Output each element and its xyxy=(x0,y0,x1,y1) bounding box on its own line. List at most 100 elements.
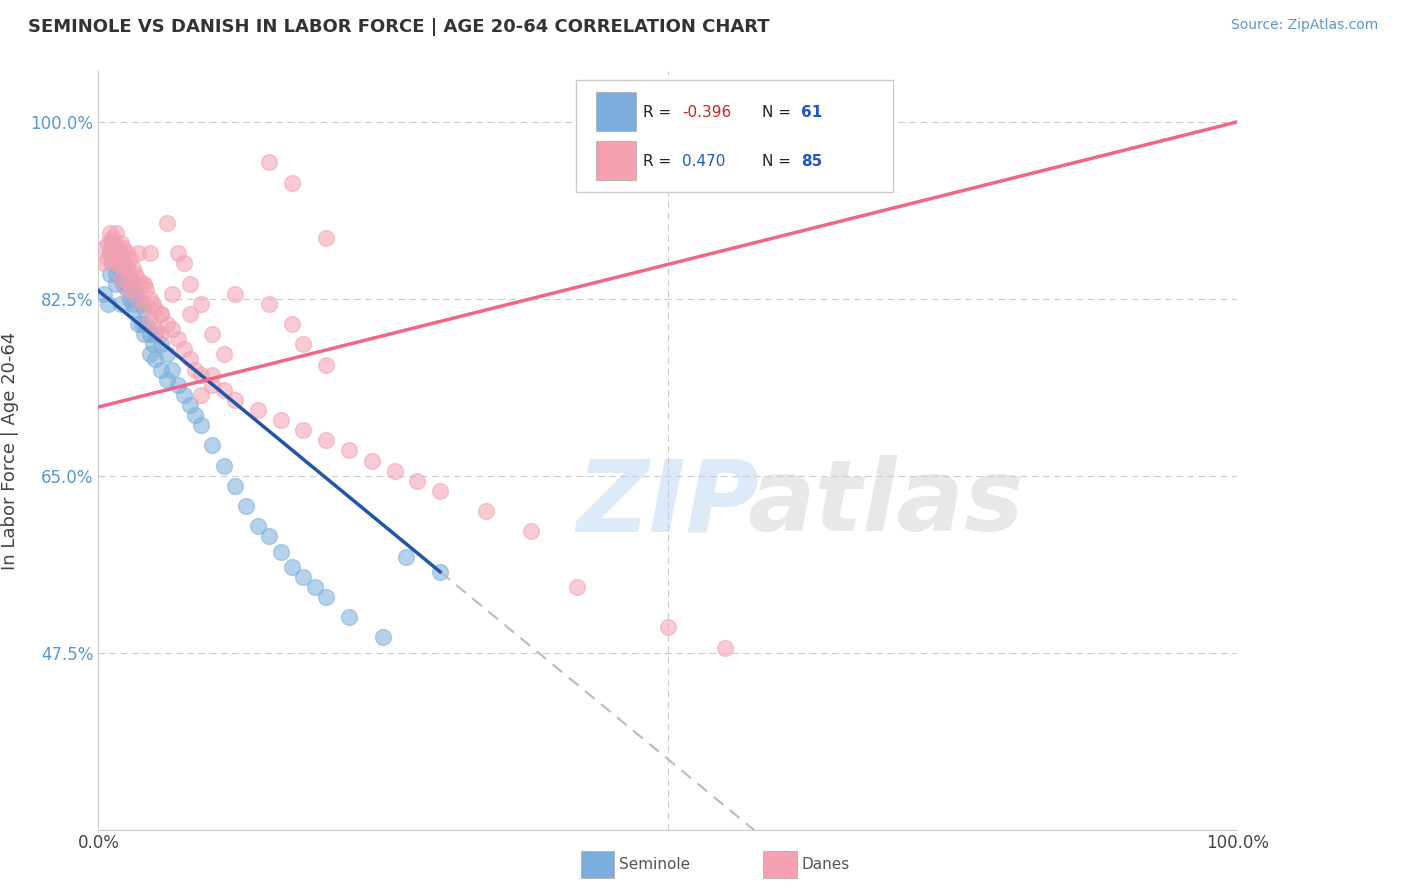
Point xyxy=(121,261,143,276)
Point xyxy=(132,327,155,342)
Text: Danes: Danes xyxy=(801,857,849,871)
Point xyxy=(124,301,146,316)
Point xyxy=(104,226,127,240)
Point xyxy=(179,398,201,412)
Point xyxy=(190,388,212,402)
Point xyxy=(162,362,184,376)
Point xyxy=(112,261,135,276)
Point xyxy=(110,271,132,285)
Point xyxy=(138,246,160,260)
Point xyxy=(96,236,118,251)
Point xyxy=(281,559,304,574)
Point xyxy=(657,620,679,634)
Point xyxy=(315,434,337,448)
Point xyxy=(131,317,153,331)
Point xyxy=(292,423,315,437)
Point xyxy=(145,352,167,367)
Point xyxy=(115,261,138,276)
Point xyxy=(173,343,195,357)
Point xyxy=(98,226,121,240)
Point xyxy=(184,408,207,422)
Point xyxy=(173,388,195,402)
Point xyxy=(115,261,138,276)
Point xyxy=(167,246,190,260)
Point xyxy=(315,358,337,372)
Point xyxy=(520,524,543,539)
Point xyxy=(110,236,132,251)
Point xyxy=(124,282,146,296)
Point xyxy=(110,297,132,311)
Point xyxy=(246,519,269,533)
Point xyxy=(127,246,149,260)
Point xyxy=(135,282,157,296)
Point xyxy=(121,282,143,296)
Point xyxy=(138,327,160,342)
Point xyxy=(190,418,212,433)
Point xyxy=(150,362,173,376)
Point xyxy=(115,282,138,296)
Point xyxy=(138,347,160,361)
Text: -0.396: -0.396 xyxy=(682,105,731,120)
Point xyxy=(304,580,326,594)
Point xyxy=(150,307,173,321)
Point xyxy=(101,252,124,266)
Point xyxy=(167,377,190,392)
Point xyxy=(714,640,737,655)
Point xyxy=(201,438,224,452)
Point xyxy=(337,443,360,458)
Point xyxy=(108,241,131,255)
Point xyxy=(292,570,315,584)
Point xyxy=(224,286,246,301)
Point xyxy=(127,317,149,331)
Point xyxy=(145,301,167,316)
Y-axis label: In Labor Force | Age 20-64: In Labor Force | Age 20-64 xyxy=(1,331,20,570)
Point xyxy=(337,610,360,624)
Point xyxy=(201,368,224,382)
Point xyxy=(145,327,167,342)
Point xyxy=(96,252,118,266)
Point xyxy=(135,317,157,331)
Point xyxy=(112,241,135,255)
Point xyxy=(201,327,224,342)
Point xyxy=(110,252,132,266)
Point xyxy=(120,252,142,266)
Text: 0.470: 0.470 xyxy=(682,154,725,169)
Point xyxy=(104,241,127,255)
Point xyxy=(259,297,281,311)
Point xyxy=(292,337,315,351)
Point xyxy=(565,580,588,594)
Point xyxy=(150,337,173,351)
Point xyxy=(131,277,153,291)
Point xyxy=(315,590,337,604)
Point xyxy=(246,403,269,417)
Point xyxy=(179,277,201,291)
Point xyxy=(150,327,173,342)
Point xyxy=(162,322,184,336)
Point xyxy=(104,256,127,270)
Point xyxy=(127,292,149,306)
Point xyxy=(173,256,195,270)
Point xyxy=(104,277,127,291)
Point xyxy=(132,301,155,316)
Point xyxy=(101,231,124,245)
Point xyxy=(115,246,138,260)
Text: ZIP: ZIP xyxy=(576,455,759,552)
Point xyxy=(162,286,184,301)
Point xyxy=(259,529,281,543)
Text: Source: ZipAtlas.com: Source: ZipAtlas.com xyxy=(1230,18,1378,32)
Point xyxy=(110,252,132,266)
Point xyxy=(156,216,179,230)
Text: Seminole: Seminole xyxy=(619,857,690,871)
Point xyxy=(112,277,135,291)
Point xyxy=(235,499,257,513)
Point xyxy=(179,307,201,321)
Point xyxy=(108,261,131,276)
Point xyxy=(145,322,167,336)
Point xyxy=(124,267,146,281)
Text: N =: N = xyxy=(762,154,796,169)
Text: 85: 85 xyxy=(801,154,823,169)
Point xyxy=(212,347,235,361)
Point xyxy=(108,256,131,270)
Point xyxy=(167,332,190,346)
Point xyxy=(429,565,451,579)
